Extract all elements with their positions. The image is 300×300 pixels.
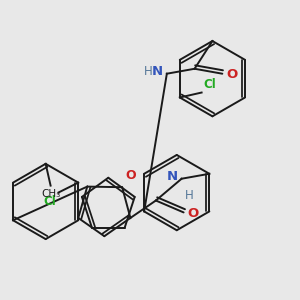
Text: O: O <box>188 207 199 220</box>
Text: H: H <box>144 65 153 78</box>
Text: O: O <box>125 169 136 182</box>
Text: Cl: Cl <box>204 78 216 91</box>
Text: H: H <box>185 189 194 202</box>
Text: Cl: Cl <box>44 194 56 208</box>
Text: O: O <box>226 68 238 81</box>
Text: N: N <box>167 170 178 183</box>
Text: CH₃: CH₃ <box>41 189 60 199</box>
Text: N: N <box>152 65 163 78</box>
